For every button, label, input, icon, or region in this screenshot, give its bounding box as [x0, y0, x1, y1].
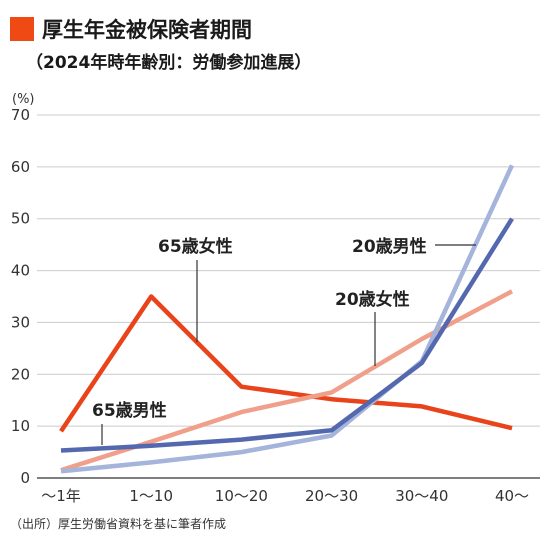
x-tick-label: 1〜10 [129, 487, 173, 505]
series-line-male-20 [60, 164, 515, 474]
x-tick-label: 40〜 [495, 487, 529, 505]
series-label-female-65: 65歳女性 [158, 236, 233, 257]
y-tick-label: 30 [11, 313, 30, 331]
x-tick-labels: 〜1年 1〜10 10〜20 20〜30 30〜40 40〜 [41, 487, 529, 505]
chart-subtitle: （2024年時年齢別：労働参加進展） [26, 52, 311, 73]
y-tick-labels: 0 10 20 30 40 50 60 70 [11, 106, 30, 487]
series-label-male-20: 20歳男性 [352, 236, 427, 257]
chart-title: 厚生年金被保険者期間 [42, 18, 252, 42]
y-tick-label: 10 [11, 417, 30, 435]
y-tick-label: 0 [20, 469, 30, 487]
y-tick-label: 40 [11, 262, 30, 280]
x-tick-label: 〜1年 [41, 487, 81, 505]
y-axis-unit: (%) [12, 92, 35, 107]
x-tick-label: 10〜20 [215, 487, 268, 505]
series-label-female-20: 20歳女性 [335, 289, 410, 310]
series-label-male-65: 65歳男性 [92, 400, 167, 421]
series-line-male-65 [60, 217, 514, 453]
y-tick-label: 60 [11, 158, 30, 176]
series-lines [59, 164, 515, 474]
y-tick-label: 50 [11, 210, 30, 228]
x-tick-label: 20〜30 [305, 487, 358, 505]
x-tick-label: 30〜40 [395, 487, 448, 505]
source-note: （出所）厚生労働省資料を基に筆者作成 [10, 517, 226, 531]
grid-lines [37, 114, 540, 479]
title-accent-square [10, 17, 34, 41]
series-labels: 65歳女性 20歳女性 20歳男性 65歳男性 [92, 236, 476, 445]
y-tick-label: 70 [11, 106, 30, 124]
y-tick-label: 20 [11, 365, 30, 383]
series-line-female-65 [59, 294, 513, 433]
